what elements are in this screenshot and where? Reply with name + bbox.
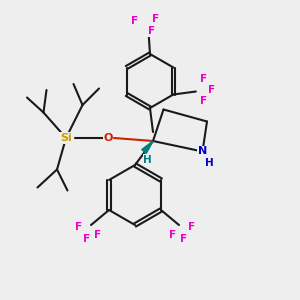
Text: H: H: [143, 154, 152, 165]
Text: F: F: [75, 222, 82, 233]
Text: Si: Si: [60, 133, 72, 143]
Text: F: F: [169, 230, 176, 240]
Text: F: F: [180, 233, 187, 244]
Text: N: N: [198, 146, 207, 157]
Text: F: F: [83, 233, 90, 244]
Text: O: O: [103, 133, 113, 143]
Text: F: F: [188, 222, 195, 233]
Text: F: F: [208, 85, 215, 95]
Text: F: F: [200, 74, 207, 84]
Text: F: F: [94, 230, 101, 240]
Text: H: H: [205, 158, 214, 168]
Text: F: F: [200, 96, 207, 106]
Text: F: F: [148, 26, 155, 36]
Text: F: F: [152, 14, 160, 24]
Polygon shape: [142, 141, 153, 154]
Text: F: F: [131, 16, 139, 26]
